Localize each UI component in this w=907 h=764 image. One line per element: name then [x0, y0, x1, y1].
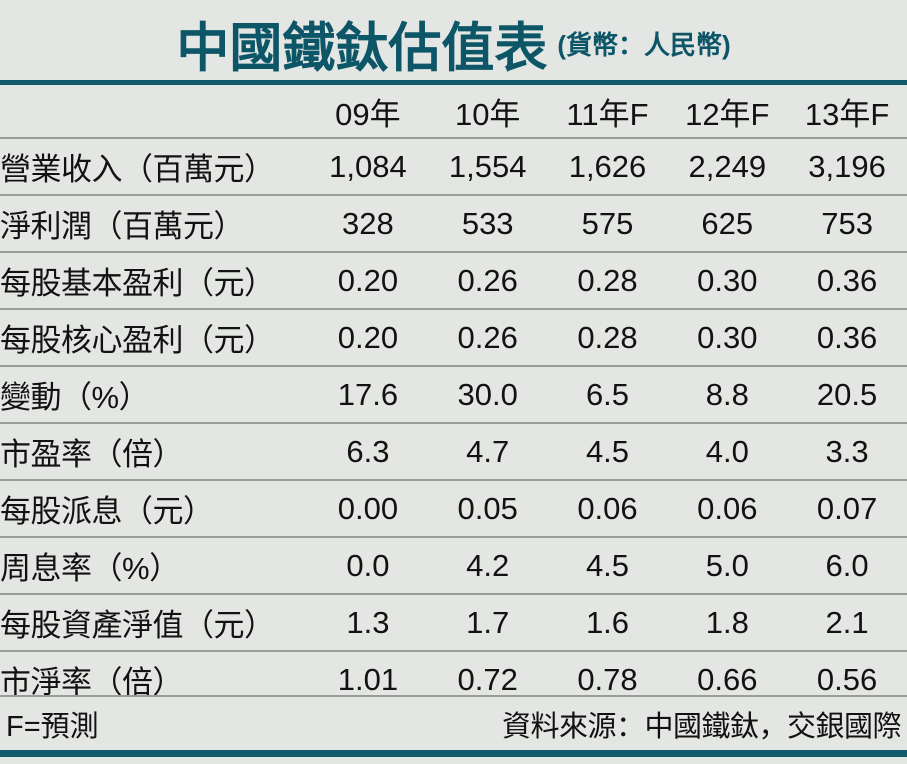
title-block: 中國鐵鈦估值表 (貨幣：人民幣) — [0, 0, 907, 80]
row-value: 533 — [461, 205, 514, 241]
row-value: 2,249 — [688, 148, 767, 184]
row-value: 6.3 — [346, 433, 390, 469]
row-value: 5.0 — [705, 547, 749, 583]
row-value: 3.3 — [825, 433, 869, 469]
row-value: 1,626 — [568, 148, 647, 184]
column-header-09: 09年 — [335, 96, 401, 132]
row-label: 市淨率（倍） — [0, 665, 184, 700]
row-value: 1.3 — [346, 604, 390, 640]
row-value: 20.5 — [816, 376, 878, 412]
table-row: 每股派息（元） 0.00 0.05 0.06 0.06 0.07 — [0, 480, 907, 537]
row-value: 4.0 — [705, 433, 749, 469]
row-value: 0.06 — [697, 490, 758, 526]
row-label: 每股資產淨值（元） — [0, 608, 275, 643]
row-value: 4.7 — [466, 433, 510, 469]
table-row: 每股資產淨值（元） 1.3 1.7 1.6 1.8 2.1 — [0, 594, 907, 651]
row-value: 2.1 — [825, 604, 869, 640]
table-row: 變動（%） 17.6 30.0 6.5 8.8 20.5 — [0, 366, 907, 423]
column-header-12f: 12年F — [685, 96, 770, 132]
row-value: 0.0 — [346, 547, 390, 583]
row-label: 市盈率（倍） — [0, 437, 184, 472]
row-value: 3,196 — [808, 148, 886, 184]
row-value: 1.8 — [705, 604, 749, 640]
table-header-row: 09年 10年 11年F 12年F 13年F — [0, 85, 907, 138]
row-value: 8.8 — [705, 376, 749, 412]
footnote-forecast: F=預測 — [6, 710, 99, 743]
table-head: 09年 10年 11年F 12年F 13年F — [0, 85, 907, 138]
row-value: 0.26 — [457, 319, 518, 355]
row-value: 4.2 — [466, 547, 510, 583]
row-value: 4.5 — [585, 433, 630, 469]
row-value: 625 — [701, 205, 754, 241]
page-subtitle: (貨幣：人民幣) — [557, 30, 731, 60]
row-value: 0.78 — [577, 661, 638, 697]
table-footer: F=預測 資料來源：中國鐵鈦，交銀國際 — [0, 695, 907, 750]
row-value: 575 — [581, 205, 634, 241]
row-value: 1,084 — [329, 148, 407, 184]
row-label: 每股派息（元） — [0, 494, 214, 529]
row-value: 1.6 — [585, 604, 630, 640]
row-value: 0.26 — [457, 262, 518, 298]
table-row: 營業收入（百萬元） 1,084 1,554 1,626 2,249 3,196 — [0, 138, 907, 195]
row-value: 1,554 — [448, 148, 527, 184]
table-row: 市淨率（倍） 1.01 0.72 0.78 0.66 0.56 — [0, 651, 907, 707]
row-value: 30.0 — [457, 376, 518, 412]
row-value: 0.05 — [457, 490, 518, 526]
row-label: 變動（%） — [0, 380, 150, 415]
row-value: 6.0 — [825, 547, 869, 583]
row-value: 0.72 — [457, 661, 518, 697]
row-value: 6.5 — [585, 376, 630, 412]
row-value: 0.06 — [577, 490, 638, 526]
row-value: 0.66 — [697, 661, 758, 697]
column-header-label — [0, 85, 308, 138]
row-label: 每股核心盈利（元） — [0, 323, 275, 358]
row-value: 0.07 — [816, 490, 878, 526]
table-row: 周息率（%） 0.0 4.2 4.5 5.0 6.0 — [0, 537, 907, 594]
row-value: 0.20 — [337, 319, 399, 355]
row-value: 0.00 — [337, 490, 399, 526]
table-row: 每股基本盈利（元） 0.20 0.26 0.28 0.30 0.36 — [0, 252, 907, 309]
row-value: 1.7 — [466, 604, 510, 640]
row-label: 營業收入（百萬元） — [0, 152, 275, 187]
table-body: 營業收入（百萬元） 1,084 1,554 1,626 2,249 3,196 … — [0, 138, 907, 707]
table-row: 每股核心盈利（元） 0.20 0.26 0.28 0.30 0.36 — [0, 309, 907, 366]
row-value: 0.36 — [816, 319, 878, 355]
row-label: 淨利潤（百萬元） — [0, 209, 245, 244]
bottom-rule — [0, 750, 907, 757]
bottom-margin-strip — [0, 757, 907, 764]
footnote-source: 資料來源：中國鐵鈦，交銀國際 — [501, 710, 902, 743]
row-value: 0.30 — [697, 319, 758, 355]
row-value: 17.6 — [337, 376, 399, 412]
row-value: 1.01 — [337, 661, 399, 697]
row-value: 0.36 — [816, 262, 878, 298]
row-value: 328 — [342, 205, 394, 241]
table-row: 市盈率（倍） 6.3 4.7 4.5 4.0 3.3 — [0, 423, 907, 480]
row-value: 0.28 — [577, 319, 638, 355]
valuation-table: 09年 10年 11年F 12年F 13年F 營業收入（百萬元） 1,084 1… — [0, 85, 907, 707]
row-value: 4.5 — [585, 547, 630, 583]
row-value: 0.56 — [816, 661, 878, 697]
row-label: 周息率（%） — [0, 551, 180, 586]
title-divider-rule — [0, 80, 907, 85]
column-header-13f: 13年F — [804, 96, 890, 132]
row-label: 每股基本盈利（元） — [0, 266, 275, 301]
column-header-11f: 11年F — [566, 96, 649, 132]
row-value: 0.20 — [337, 262, 399, 298]
row-value: 0.28 — [577, 262, 638, 298]
row-value: 0.30 — [697, 262, 758, 298]
column-header-10: 10年 — [454, 96, 521, 132]
row-value: 753 — [821, 205, 873, 241]
page-title: 中國鐵鈦估值表 — [176, 19, 548, 78]
table-row: 淨利潤（百萬元） 328 533 575 625 753 — [0, 195, 907, 252]
